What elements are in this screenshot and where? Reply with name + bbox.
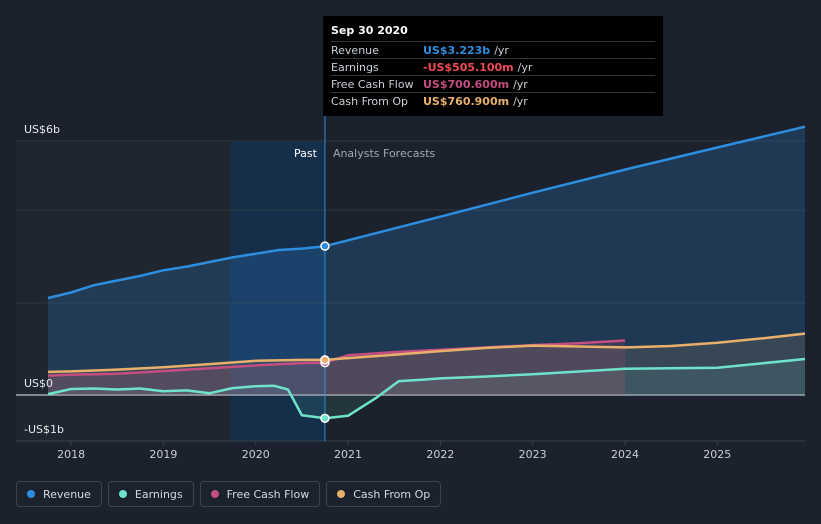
- cash-from-op-line: [47, 332, 806, 374]
- tooltip-value: US$3.223b: [423, 43, 491, 57]
- legend-dot-icon: [337, 490, 346, 498]
- legend-label: Revenue: [43, 487, 91, 501]
- legend-item-revenue[interactable]: Revenue: [16, 481, 102, 507]
- legend-label: Cash From Op: [353, 487, 431, 501]
- tooltip-date: Sep 30 2020: [331, 24, 408, 37]
- legend-item-earnings[interactable]: Earnings: [107, 481, 194, 507]
- y-tick-label: -US$1b: [24, 423, 64, 436]
- earnings-area: [48, 359, 805, 419]
- past-label: Past: [294, 147, 318, 160]
- x-tick-label: 2025: [703, 448, 731, 461]
- tooltip-label: Revenue: [331, 43, 379, 57]
- legend-dot-icon: [118, 490, 127, 498]
- tooltip-unit: /yr: [513, 77, 528, 91]
- forecast-label: Analysts Forecasts: [333, 147, 436, 160]
- cash-from-op-marker: [320, 355, 330, 365]
- x-tick-label: 2018: [57, 448, 85, 461]
- tooltip-label: Cash From Op: [331, 94, 409, 108]
- revenue-line: [47, 125, 806, 300]
- tooltip-unit: /yr: [513, 94, 528, 108]
- free-cash-flow-area: [48, 340, 625, 395]
- revenue-marker: [320, 241, 330, 251]
- y-tick-label: US$0: [24, 377, 53, 390]
- x-tick-label: 2021: [334, 448, 362, 461]
- earnings-line: [47, 357, 806, 420]
- tooltip-row-earnings: Earnings -US$505.100m /yr: [331, 58, 655, 75]
- tooltip-row-revenue: Revenue US$3.223b /yr: [331, 41, 655, 58]
- earnings-marker: [320, 413, 330, 424]
- highlight-band: [231, 141, 325, 441]
- tooltip-value: US$760.900m: [423, 94, 510, 108]
- legend-dot-icon: [210, 490, 219, 498]
- x-tick-label: 2024: [611, 448, 639, 461]
- legend-dot-icon: [27, 490, 35, 498]
- x-tick-label: 2020: [242, 448, 270, 461]
- chart-area: Past Analysts Forecasts US$6b US$0 -US$1b 201…: [16, 116, 806, 461]
- legend-item-cash-from-op[interactable]: Cash From Op: [326, 481, 442, 507]
- x-tick-label: 2022: [426, 448, 454, 461]
- y-tick-label: US$6b: [24, 123, 60, 136]
- tooltip-value: US$700.600m: [423, 77, 510, 91]
- revenue-area: [48, 126, 805, 395]
- tooltip-label: Earnings: [331, 60, 379, 74]
- tooltip-row-free-cash-flow: Free Cash Flow US$700.600m /yr: [331, 75, 655, 92]
- tooltip-row-cash-from-op: Cash From Op US$760.900m /yr: [331, 92, 655, 109]
- legend-item-free-cash-flow[interactable]: Free Cash Flow: [199, 481, 321, 507]
- cash-from-op-area: [48, 333, 805, 395]
- legend-label: Free Cash Flow: [226, 487, 310, 501]
- x-tick-label: 2023: [519, 448, 547, 461]
- tooltip-label: Free Cash Flow: [331, 77, 414, 91]
- chart-legend: Revenue Earnings Free Cash Flow Cash Fro…: [16, 481, 442, 507]
- data-tooltip: Sep 30 2020 Revenue US$3.223b /yr Earnin…: [323, 16, 663, 116]
- tooltip-unit: /yr: [494, 43, 509, 57]
- x-tick-label: 2019: [149, 448, 177, 461]
- tooltip-value: -US$505.100m: [423, 60, 514, 74]
- legend-label: Earnings: [134, 487, 183, 501]
- tooltip-unit: /yr: [517, 60, 533, 74]
